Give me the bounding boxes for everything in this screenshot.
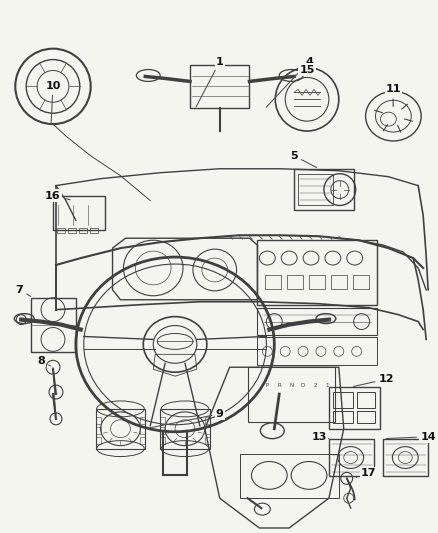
Text: N: N (289, 383, 293, 387)
Text: 5: 5 (290, 151, 317, 167)
Text: 4: 4 (266, 56, 313, 107)
Text: P: P (266, 383, 269, 387)
Text: 11: 11 (385, 84, 401, 94)
Text: R: R (277, 383, 281, 387)
Text: 9: 9 (148, 409, 224, 428)
Text: 15: 15 (299, 64, 315, 75)
Text: 1: 1 (325, 383, 328, 387)
Text: 12: 12 (353, 374, 394, 386)
Text: 7: 7 (15, 285, 31, 296)
Text: 8: 8 (37, 356, 50, 366)
Text: 13: 13 (311, 432, 329, 442)
Text: 14: 14 (386, 432, 436, 442)
Text: 1: 1 (196, 56, 223, 107)
Text: 2: 2 (313, 383, 317, 387)
Text: 10: 10 (45, 82, 61, 123)
Text: D: D (301, 383, 305, 387)
Text: 16: 16 (45, 190, 70, 200)
Text: 17: 17 (357, 469, 376, 479)
